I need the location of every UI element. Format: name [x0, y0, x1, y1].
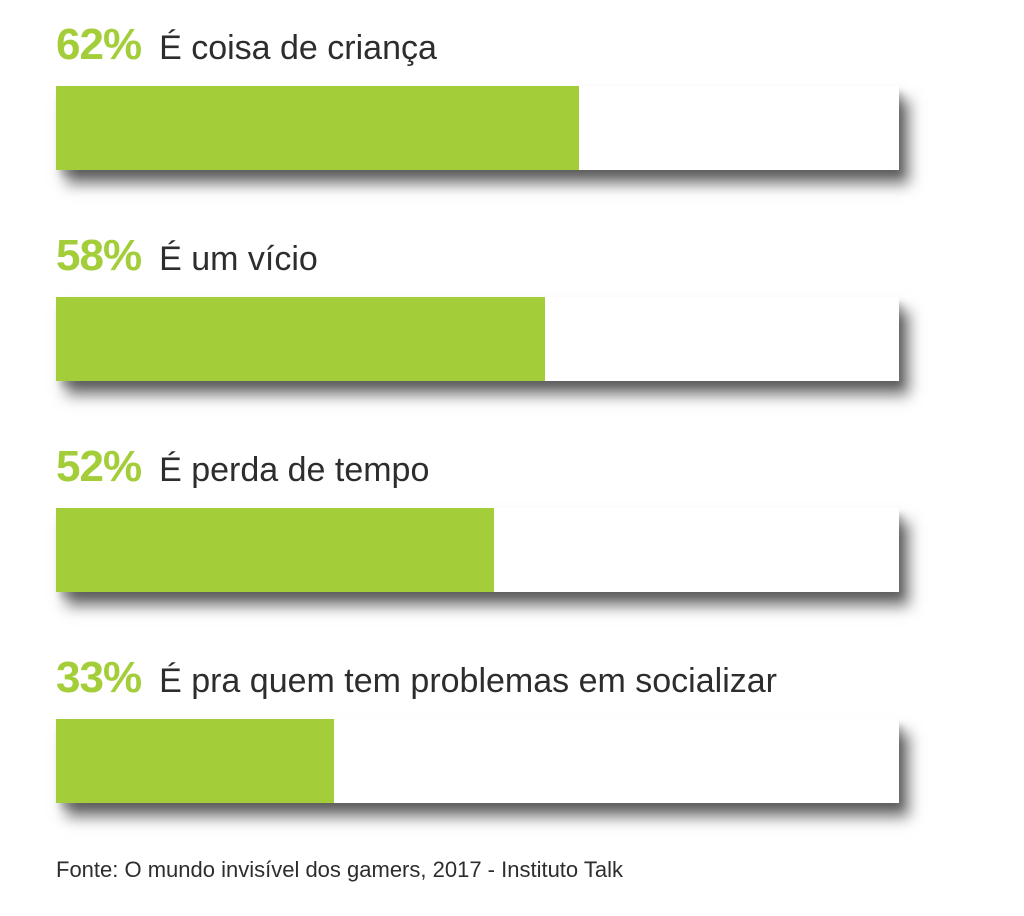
bar-track	[56, 297, 899, 381]
chart-row: 52% É perda de tempo	[0, 422, 1024, 622]
bar-track	[56, 86, 899, 170]
chart-row: 33% É pra quem tem problemas em socializa…	[0, 633, 1024, 833]
value-label: 52%	[56, 442, 142, 491]
chart-row: 58% É um vício	[0, 211, 1024, 411]
bar-track	[56, 719, 899, 803]
chart-row: 62% É coisa de criança	[0, 0, 1024, 200]
bar	[56, 297, 545, 381]
category-label: É perda de tempo	[159, 451, 430, 489]
bar	[56, 86, 579, 170]
bar	[56, 508, 495, 592]
row-header: 33% É pra quem tem problemas em socializa…	[56, 653, 777, 703]
value-label: 33%	[56, 653, 142, 702]
bar	[56, 719, 335, 803]
source-note: Fonte: O mundo invisível dos gamers, 201…	[56, 857, 623, 882]
row-header: 58% É um vício	[56, 231, 318, 281]
row-header: 62% É coisa de criança	[56, 20, 437, 70]
row-header: 52% É perda de tempo	[56, 442, 429, 492]
value-label: 58%	[56, 231, 142, 280]
category-label: É coisa de criança	[159, 29, 437, 67]
category-label: É pra quem tem problemas em socializar	[159, 662, 777, 700]
bar-track	[56, 508, 899, 592]
value-label: 62%	[56, 20, 142, 69]
category-label: É um vício	[159, 240, 318, 278]
